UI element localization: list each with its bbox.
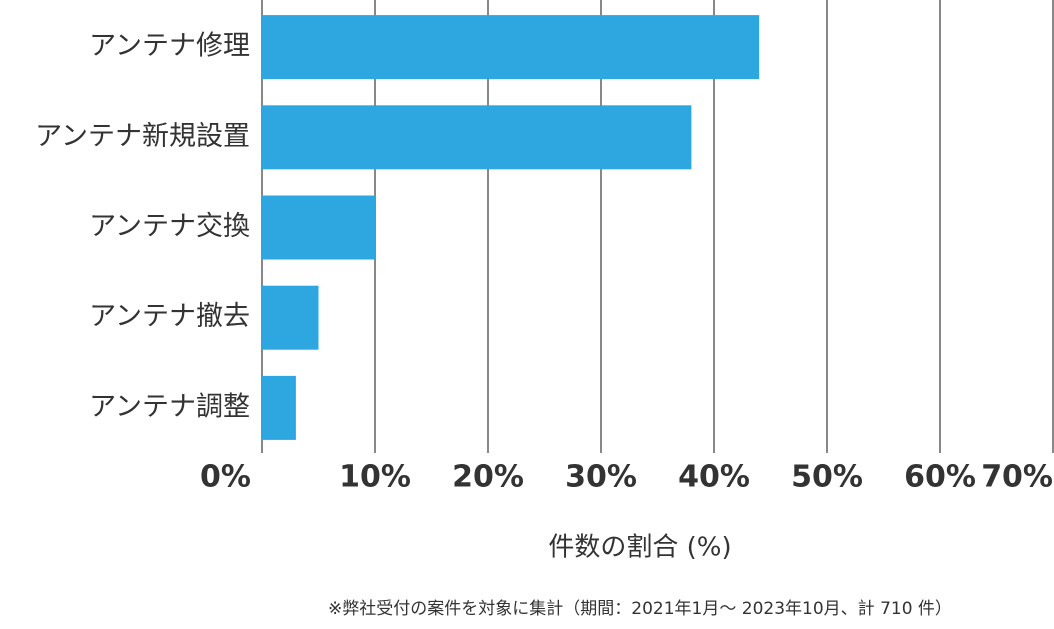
y-tick-label: アンテナ修理 [89, 31, 250, 62]
y-tick-label: アンテナ交換 [89, 211, 250, 242]
y-tick-label: アンテナ撤去 [89, 301, 250, 332]
x-tick-label: 70% [981, 460, 1053, 495]
y-tick-label: アンテナ調整 [89, 391, 250, 422]
x-axis-title: 件数の割合 (%) [548, 533, 731, 563]
x-tick-label: 50% [791, 460, 863, 495]
y-tick-label: アンテナ新規設置 [35, 121, 250, 152]
x-tick-label: 0% [200, 460, 251, 495]
bar [262, 15, 760, 80]
x-tick-label: 10% [339, 460, 411, 495]
footnote: ※弊社受付の案件を対象に集計（期間：2021年1月～ 2023年10月、計 71… [328, 599, 952, 619]
bar [262, 285, 319, 350]
x-tick-label: 20% [452, 460, 524, 495]
bar [262, 105, 692, 170]
x-tick-label: 40% [678, 460, 750, 495]
bar [262, 195, 375, 260]
x-tick-label: 30% [565, 460, 637, 495]
bar [262, 375, 296, 440]
x-tick-label: 60% [904, 460, 976, 495]
